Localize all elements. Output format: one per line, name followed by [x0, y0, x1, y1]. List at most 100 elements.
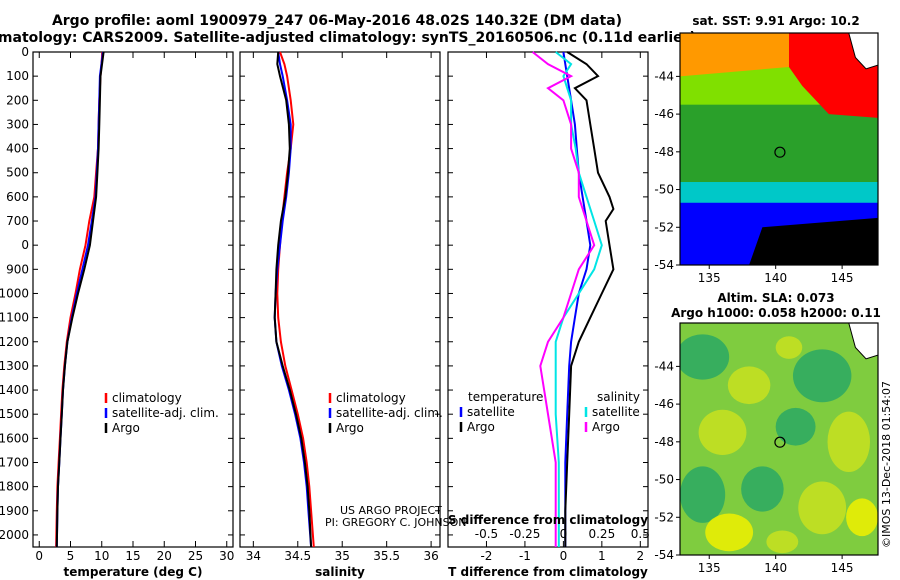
sst-band — [680, 182, 878, 204]
sla-blob — [680, 466, 726, 523]
s-tick-label: 0 — [560, 527, 568, 541]
xtick-label: 1 — [598, 549, 606, 563]
ytick-label: 900 — [6, 262, 29, 276]
legend-label: Argo — [112, 421, 140, 435]
ytick-label: 1300 — [0, 359, 29, 373]
legend-title-temperature: temperature — [468, 390, 543, 404]
map-xtick-label: 135 — [698, 561, 721, 575]
map-ytick-label: -54 — [654, 548, 674, 562]
sst-field — [680, 33, 878, 265]
sla-blob — [846, 498, 878, 537]
timestamp-stamp: ©IMOS 13-Dec-2018 01:54:07 — [880, 381, 893, 548]
land-tasmania — [848, 323, 878, 360]
sst-nodata-patch — [749, 217, 878, 265]
sla-blob — [698, 409, 747, 456]
xtick-label: 10 — [94, 549, 109, 563]
salinity-panel: 34 34.5 35 35.5 36 climatologysatellite-adj. … — [239, 51, 443, 579]
pi-label: PI: GREGORY C. JOHNSON — [325, 516, 466, 529]
xtick-label: 35 — [335, 549, 350, 563]
salinity-xlabel: salinity — [315, 565, 365, 579]
map-xtick-label: 140 — [764, 271, 787, 285]
sst-map-frame — [679, 32, 879, 266]
xtick-label: -1 — [519, 549, 531, 563]
sla-blob — [798, 481, 847, 535]
sla-blob — [775, 336, 803, 359]
legend-label: satellite-adj. clim. — [112, 406, 219, 420]
series-line-argo-temperature — [564, 51, 615, 547]
series-line-argo-salinity — [531, 51, 596, 547]
difference-plot-area: -2 -1 0 1 2-0.5 -0.25 0 0.25 0.5temperaturesatel… — [448, 51, 650, 563]
salinity-plot-area: 34 34.5 35 35.5 36 climatologysatellite-adj. … — [240, 51, 443, 563]
s-tick-label: 0.5 — [631, 527, 650, 541]
sla-blob — [766, 530, 799, 554]
land-tasmania — [848, 33, 878, 70]
temperature-panel: 0 5 10 15 20 25 300100200300400500600700090010… — [0, 45, 234, 579]
xtick-label: -2 — [480, 549, 492, 563]
xtick-label: 34 — [246, 549, 261, 563]
ytick-label: 600 — [6, 190, 29, 204]
series-line-climatology — [55, 51, 104, 548]
map-xtick-label: 145 — [831, 271, 854, 285]
xtick-label: 5 — [67, 549, 75, 563]
series-line-argo — [55, 51, 105, 548]
map-ytick-label: -46 — [654, 107, 674, 121]
xtick-label: 30 — [219, 549, 234, 563]
map-ytick-label: -50 — [654, 473, 674, 487]
map-ytick-label: -52 — [654, 220, 674, 234]
map-xtick-label: 135 — [698, 271, 721, 285]
sla-map-frame — [679, 322, 879, 556]
ytick-label: 1700 — [0, 455, 29, 469]
xtick-label: 36 — [423, 549, 438, 563]
xtick-label: 34.5 — [284, 549, 311, 563]
map-ytick-label: -44 — [654, 359, 674, 373]
ytick-label: 1200 — [0, 335, 29, 349]
ytick-label: 0 — [21, 45, 29, 59]
ytick-label: 300 — [6, 117, 29, 131]
sst-map-title: sat. SST: 9.91 Argo: 10.2 — [692, 14, 859, 28]
temperature-plot-area: 0 5 10 15 20 25 300100200300400500600700090010… — [0, 45, 234, 563]
ytick-label: 200 — [6, 93, 29, 107]
ytick-label: 1500 — [0, 407, 29, 421]
legend-label: satellite — [592, 405, 640, 419]
sst-band — [680, 144, 878, 184]
map-xtick-label: 145 — [831, 561, 854, 575]
xtick-label: 35.5 — [373, 549, 400, 563]
ytick-label: 400 — [6, 142, 29, 156]
xtick-label: 20 — [157, 549, 172, 563]
xtick-label: 2 — [636, 549, 644, 563]
map-xtick-label: 140 — [764, 561, 787, 575]
header-line-1: Argo profile: aoml 1900979_247 06-May-20… — [52, 13, 622, 29]
legend-label: Argo — [592, 420, 620, 434]
series-line-climatology — [276, 51, 315, 548]
legend-title-salinity: salinity — [597, 390, 640, 404]
project-label: US ARGO PROJECT — [340, 504, 442, 517]
ytick-label: 1100 — [0, 311, 29, 325]
sla-blob — [827, 411, 871, 473]
sla-blob — [741, 466, 784, 512]
ytick-label: 2000 — [0, 528, 29, 542]
float-position-marker — [774, 146, 786, 158]
s-tick-label: 0.25 — [588, 527, 615, 541]
temperature-xlabel: temperature (deg C) — [64, 565, 203, 579]
sla-map-panel: Altim. SLA: 0.073 Argo h1000: 0.058 h200… — [654, 291, 881, 575]
map-ytick-label: -50 — [654, 183, 674, 197]
ytick-label: 500 — [6, 166, 29, 180]
sla-blob — [727, 366, 771, 405]
sla-map-title-1: Altim. SLA: 0.073 — [717, 291, 834, 305]
map-ytick-label: -48 — [654, 435, 674, 449]
difference-panel: -2 -1 0 1 2-0.5 -0.25 0 0.25 0.5temperaturesatel… — [447, 51, 650, 579]
ytick-label: 1000 — [0, 286, 29, 300]
difference-panel-frame — [447, 51, 649, 548]
legend-label: Argo — [336, 421, 364, 435]
float-position-marker — [774, 436, 786, 448]
series-line-satellite-salinity — [554, 51, 603, 547]
ytick-label: 1900 — [0, 504, 29, 518]
sla-blob — [775, 407, 816, 446]
difference-xlabel: T difference from climatology — [448, 565, 648, 579]
xtick-label: 0 — [35, 549, 43, 563]
legend-label: satellite — [467, 405, 515, 419]
legend-label: satellite-adj. clim. — [336, 406, 443, 420]
xtick-label: 15 — [125, 549, 140, 563]
sla-field — [680, 323, 878, 555]
